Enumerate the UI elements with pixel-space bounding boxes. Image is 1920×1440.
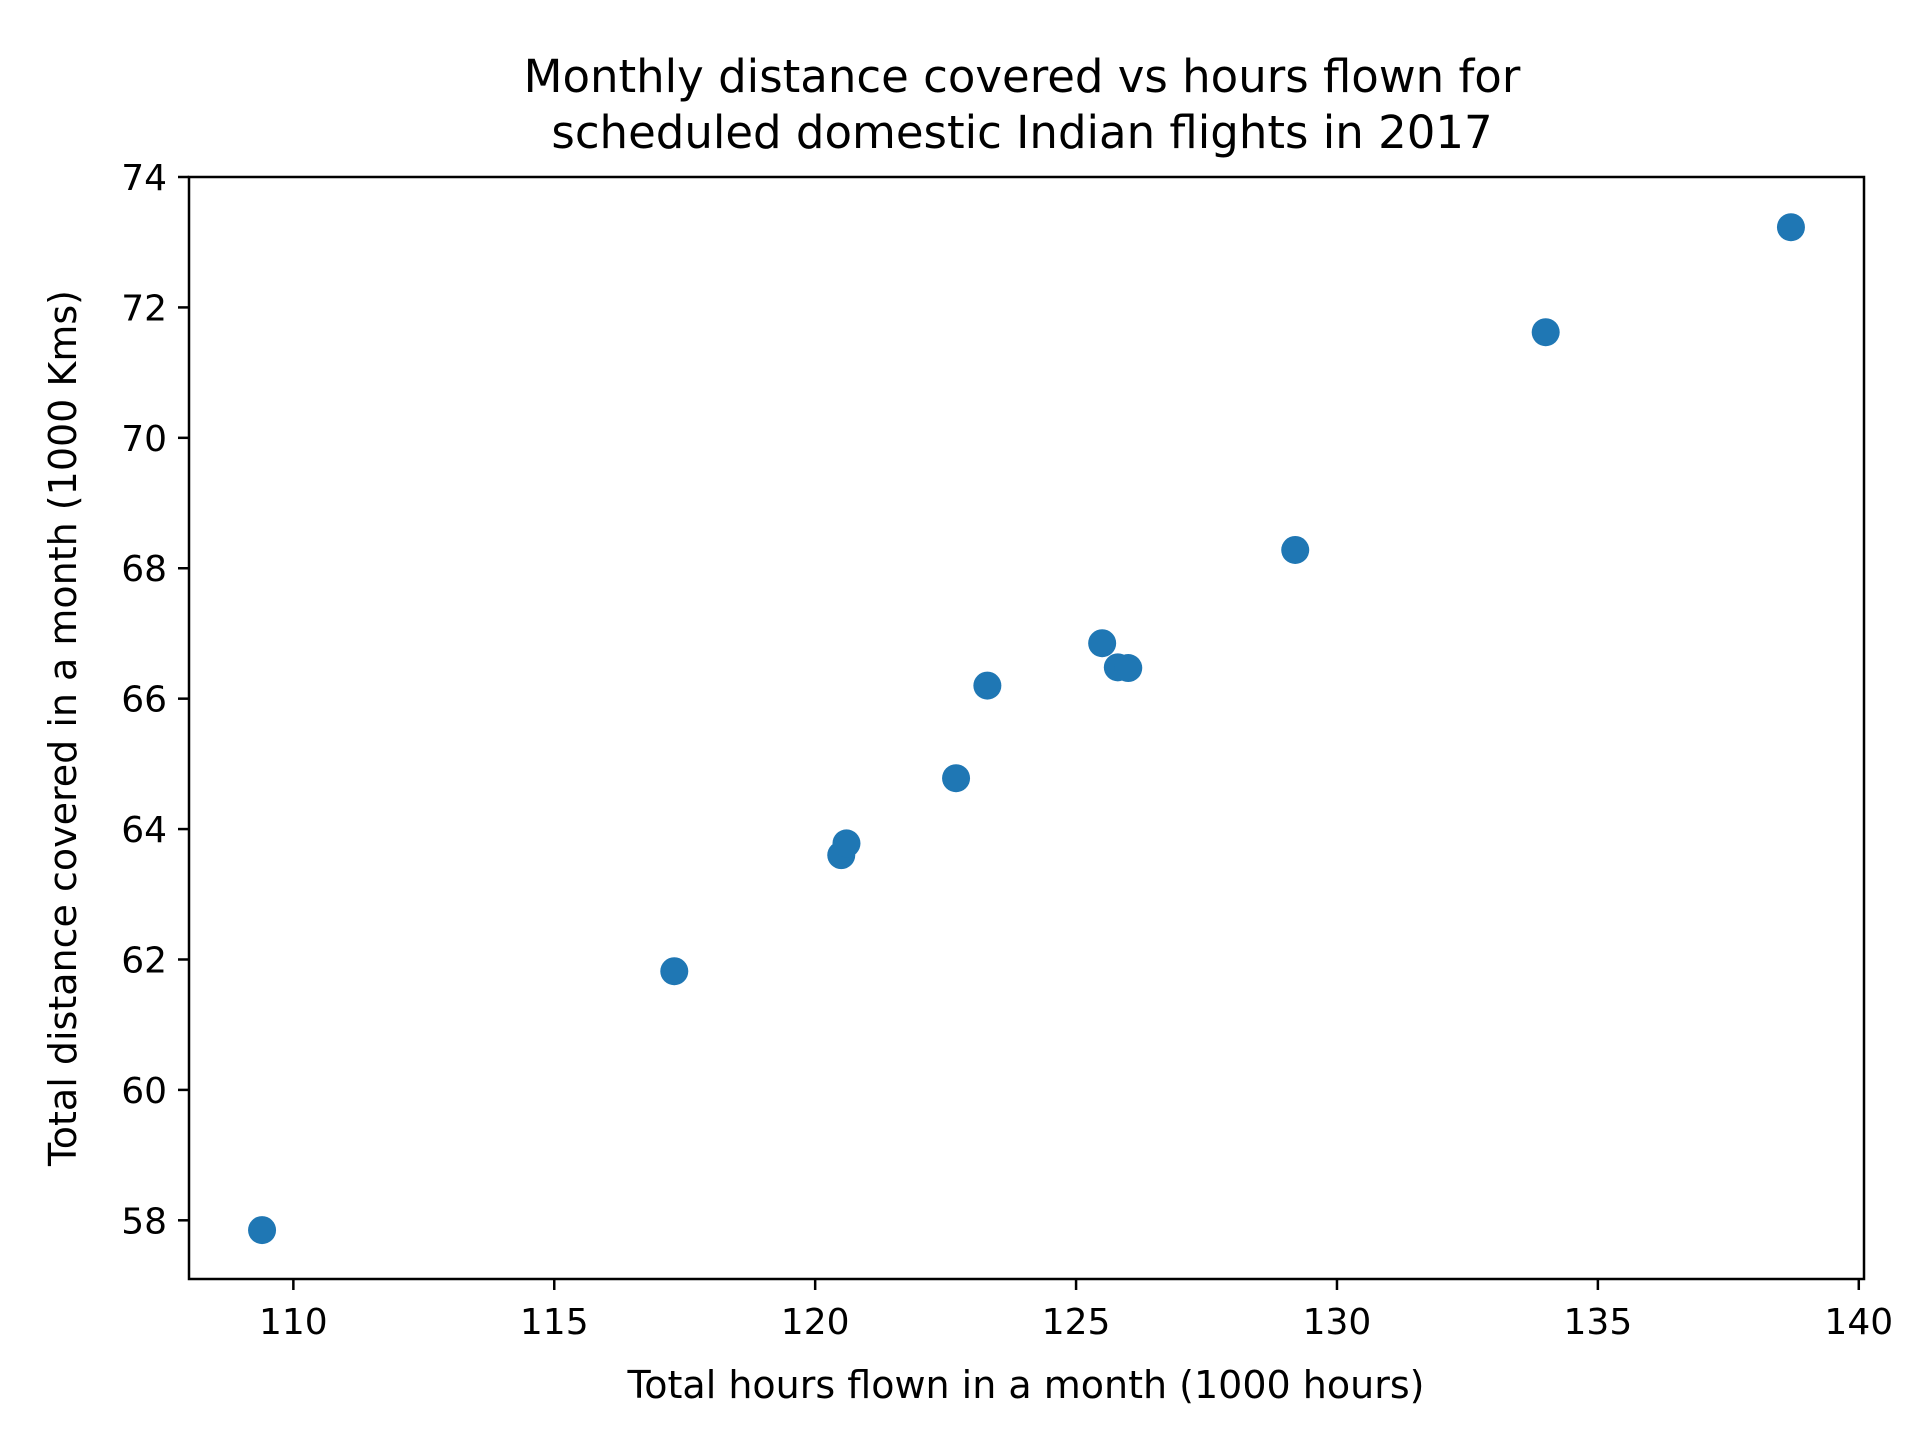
scatter-point [1114,654,1143,683]
x-tick-label: 135 [1564,1302,1633,1343]
scatter-point [1281,535,1310,564]
plot-frame [187,175,1866,1281]
x-tick-label: 115 [520,1302,589,1343]
x-tick-label: 120 [781,1302,850,1343]
scatter-point [1531,318,1560,347]
scatter-point [942,764,971,793]
y-tick-label: 66 [121,680,167,721]
scatter-point [1088,629,1117,658]
y-tick-label: 68 [121,549,167,590]
y-tick-label: 58 [121,1201,167,1242]
scatter-point [832,829,861,858]
chart-title-line-2: scheduled domestic Indian flights in 201… [551,106,1492,159]
scatter-point [1776,213,1805,242]
scatter-point [248,1216,277,1245]
y-axis-label: Total distance covered in a month (1000 … [41,290,85,1167]
scatter-point [660,957,689,986]
y-tick-label: 60 [121,1071,167,1112]
x-tick-label: 125 [1042,1302,1111,1343]
x-tick-label: 140 [1824,1302,1893,1343]
x-tick-label: 130 [1303,1302,1372,1343]
x-axis-label: Total hours flown in a month (1000 hours… [627,1363,1425,1407]
y-axis-ticks: 58 60 62 64 66 68 70 72 74 [121,158,189,1242]
y-tick-label: 62 [121,940,167,981]
y-tick-label: 74 [121,158,167,199]
y-tick-label: 72 [121,288,167,329]
scatter-point [973,671,1002,700]
chart-title-line-1: Monthly distance covered vs hours flown … [524,50,1521,103]
y-tick-label: 64 [121,810,167,851]
data-points [248,213,1805,1245]
y-tick-label: 70 [121,419,167,460]
x-axis-ticks: 110 115 120 125 130 135 140 [259,1279,1893,1343]
x-tick-label: 110 [259,1302,328,1343]
